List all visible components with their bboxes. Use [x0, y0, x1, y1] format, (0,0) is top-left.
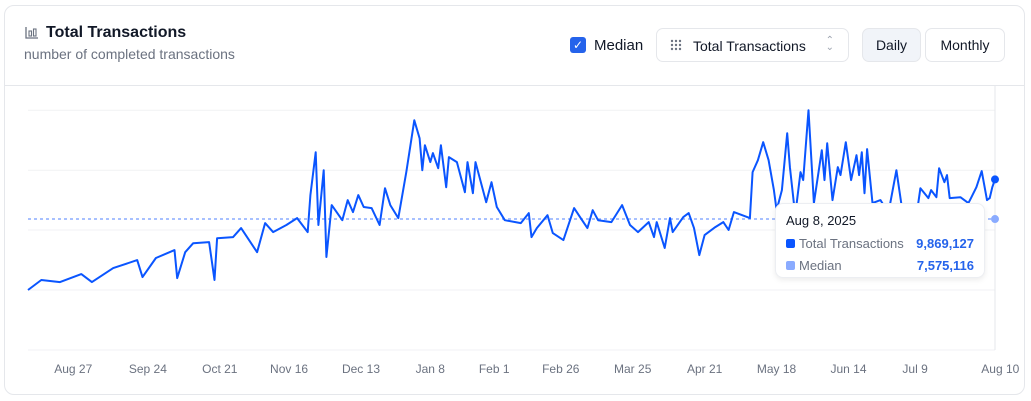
x-tick-label: Aug 10 — [981, 362, 1019, 376]
chart-tooltip: Aug 8, 2025 Total Transactions 9,869,127… — [775, 203, 985, 278]
tooltip-row-total: Total Transactions 9,869,127 — [786, 236, 974, 252]
median-checkbox-label[interactable]: Median — [594, 37, 644, 54]
tooltip-median-name: Median — [799, 258, 842, 273]
x-tick-label: Dec 13 — [342, 362, 380, 376]
median-point-marker — [991, 215, 999, 224]
chart-title: Total Transactions — [46, 24, 187, 41]
x-tick-label: Jun 14 — [830, 362, 866, 376]
tooltip-row-median: Median 7,575,116 — [786, 258, 974, 274]
metric-select[interactable]: Total Transactions ⌃ ⌄ — [656, 28, 849, 62]
header-divider — [5, 85, 1025, 86]
x-tick-label: Aug 27 — [54, 362, 92, 376]
series-swatch — [786, 239, 795, 248]
x-tick-label: Jul 9 — [902, 362, 928, 376]
monthly-button[interactable]: Monthly — [925, 28, 1005, 62]
x-tick-label: Mar 25 — [614, 362, 652, 376]
series-line-total-transactions — [27, 109, 996, 291]
median-checkbox[interactable]: ✓ — [570, 37, 586, 53]
tooltip-date: Aug 8, 2025 — [786, 213, 857, 228]
check-icon: ✓ — [572, 38, 584, 52]
chart-card — [4, 5, 1025, 395]
x-tick-label: Apr 21 — [687, 362, 723, 376]
active-point-marker — [991, 175, 999, 184]
x-tick-label: Oct 21 — [202, 362, 238, 376]
bar-chart-icon — [25, 27, 38, 39]
chart-subtitle: number of completed transactions — [24, 46, 235, 62]
tooltip-median-value: 7,575,116 — [916, 258, 974, 273]
x-tick-label: May 18 — [757, 362, 797, 376]
x-tick-label: Jan 8 — [416, 362, 446, 376]
x-tick-label: Feb 26 — [542, 362, 580, 376]
metric-select-value: Total Transactions — [693, 38, 806, 54]
x-tick-label: Sep 24 — [129, 362, 167, 376]
daily-button[interactable]: Daily — [862, 28, 921, 62]
tooltip-series-value: 9,869,127 — [916, 236, 974, 251]
chevron-up-down-icon: ⌃ ⌄ — [825, 35, 834, 53]
grip-icon — [670, 39, 682, 51]
tooltip-series-name: Total Transactions — [799, 236, 904, 251]
x-tick-label: Nov 16 — [270, 362, 308, 376]
x-tick-label: Feb 1 — [479, 362, 510, 376]
median-swatch — [786, 261, 795, 270]
